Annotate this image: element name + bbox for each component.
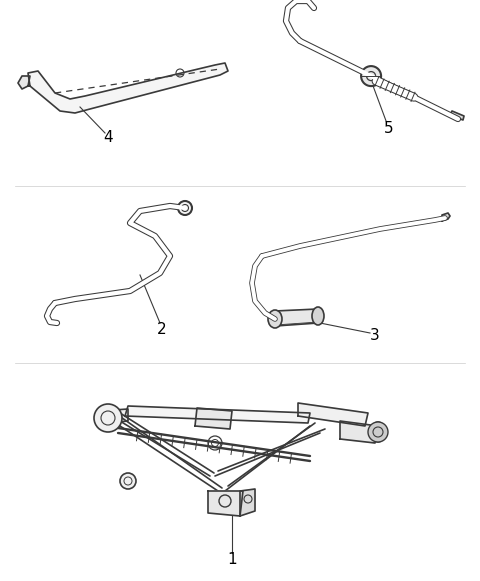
- Text: 4: 4: [103, 131, 113, 145]
- Polygon shape: [240, 489, 255, 516]
- Ellipse shape: [371, 422, 385, 442]
- Polygon shape: [125, 406, 310, 423]
- Polygon shape: [298, 403, 368, 426]
- Text: 1: 1: [227, 551, 237, 566]
- Circle shape: [94, 404, 122, 432]
- Circle shape: [120, 473, 136, 489]
- Polygon shape: [208, 491, 243, 516]
- Polygon shape: [340, 421, 378, 443]
- Text: 5: 5: [384, 121, 394, 135]
- Circle shape: [361, 66, 381, 86]
- Polygon shape: [195, 408, 232, 429]
- Ellipse shape: [268, 310, 282, 328]
- Circle shape: [178, 201, 192, 215]
- Polygon shape: [450, 111, 464, 120]
- Polygon shape: [28, 63, 228, 113]
- Text: 2: 2: [157, 321, 167, 336]
- Ellipse shape: [312, 307, 324, 325]
- Polygon shape: [100, 409, 128, 423]
- Polygon shape: [18, 76, 30, 89]
- Polygon shape: [275, 309, 318, 326]
- Text: 3: 3: [370, 328, 380, 343]
- Circle shape: [368, 422, 388, 442]
- Polygon shape: [442, 213, 450, 221]
